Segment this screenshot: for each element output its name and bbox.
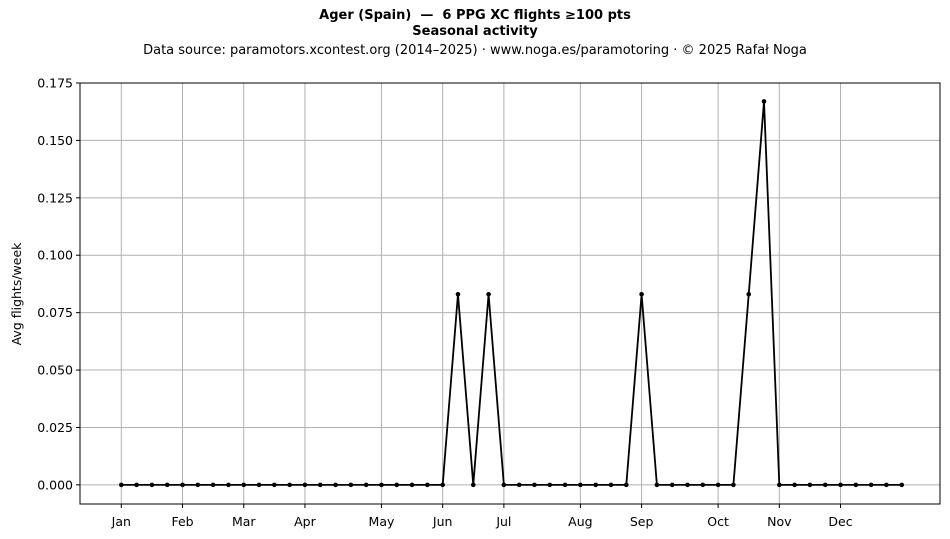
data-point bbox=[134, 482, 139, 488]
data-point bbox=[715, 482, 721, 488]
data-point bbox=[884, 482, 889, 488]
data-point bbox=[440, 482, 445, 488]
plot-frame bbox=[79, 82, 941, 505]
chart-subtitle-seasonal: Seasonal activity bbox=[412, 24, 538, 39]
data-point bbox=[562, 482, 568, 488]
data-point bbox=[256, 482, 262, 488]
y-tick-label: 0.150 bbox=[37, 133, 73, 148]
x-tick-label-feb: Feb bbox=[171, 514, 193, 529]
x-tick-label-may: May bbox=[369, 514, 395, 529]
data-point bbox=[608, 482, 614, 488]
data-point bbox=[731, 482, 736, 488]
data-point bbox=[272, 482, 277, 488]
data-point bbox=[363, 482, 369, 488]
data-point bbox=[669, 482, 675, 488]
data-source-note: Data source: paramotors.xcontest.org (20… bbox=[143, 43, 807, 58]
data-point bbox=[195, 482, 201, 488]
data-point bbox=[180, 482, 185, 488]
series-line bbox=[121, 100, 902, 486]
data-point bbox=[578, 482, 583, 488]
data-point bbox=[853, 482, 859, 488]
data-point bbox=[287, 482, 292, 488]
data-point bbox=[593, 482, 598, 488]
x-tick-label-apr: Apr bbox=[294, 514, 316, 529]
data-point bbox=[547, 482, 553, 488]
y-tick-label: 0.050 bbox=[37, 363, 73, 378]
data-point bbox=[409, 482, 415, 488]
data-point bbox=[164, 482, 170, 488]
x-axis: Jan Feb Mar Apr May Jun Jul Aug Sep Oct Nov Dec bbox=[111, 504, 853, 529]
data-point bbox=[425, 482, 430, 488]
data-point bbox=[639, 291, 644, 297]
y-axis: 0.000 0.025 0.050 0.075 0.100 0.125 0.150 0.175 bbox=[37, 76, 80, 492]
data-point bbox=[516, 482, 522, 488]
chart-header: Ager (Spain) — 6 PPG XC flights ≥100 pts… bbox=[0, 8, 950, 60]
data-point bbox=[792, 482, 797, 488]
data-point bbox=[119, 482, 124, 488]
y-tick-label: 0.125 bbox=[37, 190, 73, 205]
data-point bbox=[838, 482, 843, 488]
data-point bbox=[501, 482, 507, 488]
data-point bbox=[302, 482, 308, 488]
data-point bbox=[486, 291, 491, 297]
y-tick-label: 0.025 bbox=[37, 420, 73, 435]
data-point bbox=[455, 291, 461, 297]
data-point bbox=[807, 482, 813, 488]
data-point bbox=[210, 482, 216, 488]
y-tick-label: 0.000 bbox=[37, 477, 73, 492]
x-tick-label-jan: Jan bbox=[111, 514, 131, 529]
data-point bbox=[379, 482, 384, 488]
data-point bbox=[685, 482, 690, 488]
data-point bbox=[149, 482, 155, 488]
data-point bbox=[868, 482, 874, 488]
x-tick-label-nov: Nov bbox=[767, 514, 792, 529]
y-axis-label: Avg flights/week bbox=[9, 242, 24, 346]
data-point bbox=[532, 482, 537, 488]
data-point bbox=[654, 482, 660, 488]
x-tick-label-sep: Sep bbox=[630, 514, 654, 529]
data-point bbox=[394, 482, 400, 488]
data-point bbox=[348, 482, 354, 488]
data-point bbox=[317, 482, 323, 488]
data-point bbox=[470, 482, 476, 488]
data-point bbox=[899, 482, 905, 488]
y-tick-label: 0.100 bbox=[37, 248, 73, 263]
grid-lines bbox=[80, 82, 940, 504]
data-point bbox=[700, 482, 706, 488]
data-point bbox=[241, 482, 247, 488]
data-point bbox=[746, 291, 752, 297]
data-point bbox=[333, 482, 338, 488]
series-layer bbox=[119, 99, 905, 488]
data-point bbox=[761, 99, 767, 104]
y-tick-label: 0.175 bbox=[37, 76, 73, 91]
x-tick-label-dec: Dec bbox=[828, 514, 852, 529]
data-point bbox=[226, 482, 231, 488]
x-tick-label-oct: Oct bbox=[707, 514, 729, 529]
data-point bbox=[623, 482, 629, 488]
x-tick-label-mar: Mar bbox=[232, 514, 256, 529]
x-tick-label-jul: Jul bbox=[495, 514, 511, 529]
y-tick-label: 0.075 bbox=[37, 305, 73, 320]
x-tick-label-aug: Aug bbox=[568, 514, 592, 529]
data-point bbox=[822, 482, 828, 488]
data-point bbox=[777, 482, 782, 488]
chart-title: Ager (Spain) — 6 PPG XC flights ≥100 pts bbox=[319, 8, 631, 23]
x-tick-label-jun: Jun bbox=[432, 514, 453, 529]
